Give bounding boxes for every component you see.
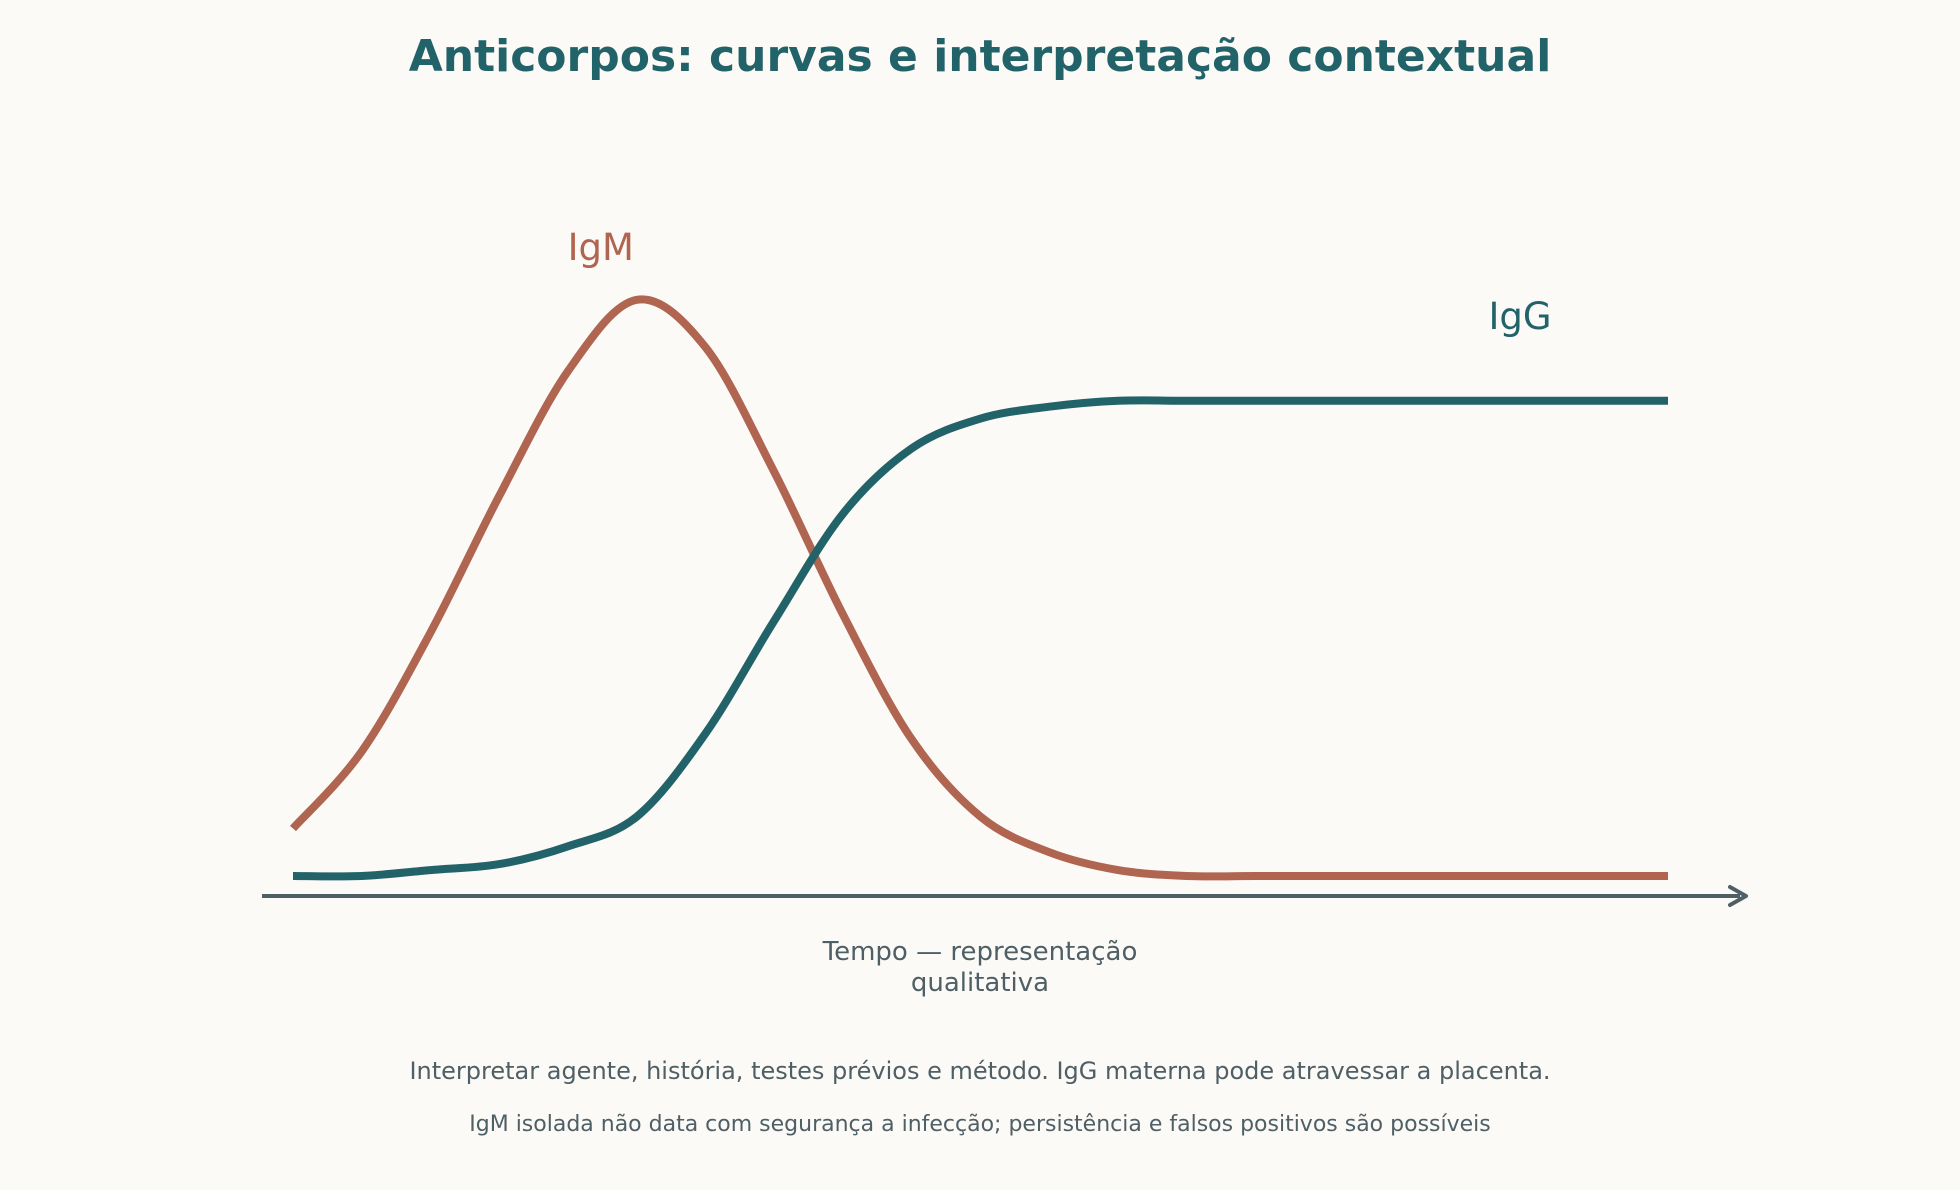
- x-axis-arrow-icon: [1728, 885, 1748, 907]
- series-line-igg: [292, 396, 1668, 881]
- footnote-line-1: Interpretar agente, história, testes pré…: [409, 1057, 1550, 1085]
- series-line-igm: [290, 295, 1668, 881]
- x-axis-label-line-1: Tempo — representação: [822, 937, 1138, 967]
- x-axis-label-line-2: qualitativa: [911, 968, 1049, 998]
- footnote-line-2: IgM isolada não data com segurança a inf…: [469, 1112, 1490, 1137]
- series-label-igg: IgG: [1488, 295, 1551, 338]
- series-label-igm: IgM: [568, 226, 634, 269]
- chart-title: Anticorpos: curvas e interpretação conte…: [409, 31, 1552, 82]
- series-layer: IgM IgG: [290, 226, 1668, 881]
